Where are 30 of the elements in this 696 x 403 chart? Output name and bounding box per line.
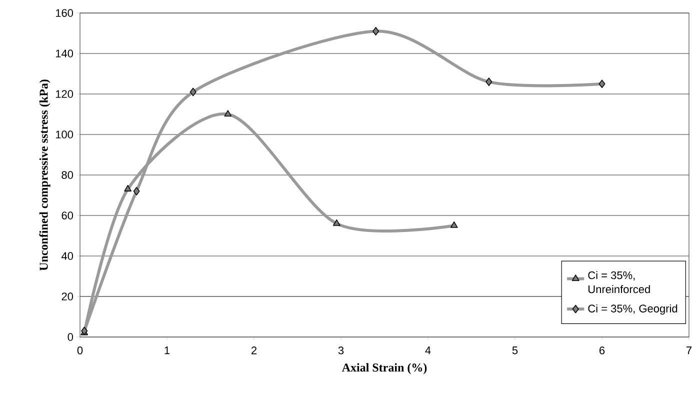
point <box>133 186 140 196</box>
x-tick-label: 7 <box>686 346 692 354</box>
y-tick-label: 100 <box>56 130 74 138</box>
x-tick-label: 5 <box>512 346 518 354</box>
point <box>124 184 132 192</box>
y-tick-label: 60 <box>62 212 74 220</box>
x-tick-label: 4 <box>425 346 431 354</box>
point <box>332 219 340 226</box>
legend-label: Ci = 35%, Geogrid <box>588 304 678 315</box>
x-tick-label: 2 <box>251 346 257 354</box>
point <box>190 88 196 96</box>
point <box>450 221 458 228</box>
y-tick-label: 0 <box>68 333 74 341</box>
y-tick-label: 80 <box>62 171 74 179</box>
x-tick-label: 6 <box>600 346 605 354</box>
y-tick-label: 140 <box>56 50 74 58</box>
point <box>224 110 232 117</box>
point <box>372 27 380 36</box>
x-tick-label: 3 <box>338 346 344 354</box>
y-tick-label: 40 <box>61 252 74 260</box>
y-tick-label: 20 <box>62 292 74 300</box>
legend-label: Ci = 35%, Unreinforced <box>588 271 650 294</box>
x-tick-label: 0 <box>77 346 83 354</box>
point <box>486 78 492 86</box>
x-tick-label: 1 <box>164 346 170 354</box>
y-tick-label: 120 <box>56 90 74 98</box>
y-axis-title: Unconfined compressive sstress (kPa) <box>39 80 50 271</box>
y-tick-label: 160 <box>56 9 74 17</box>
point <box>598 80 606 88</box>
x-axis-title: Axial Strain (%) <box>342 363 427 374</box>
